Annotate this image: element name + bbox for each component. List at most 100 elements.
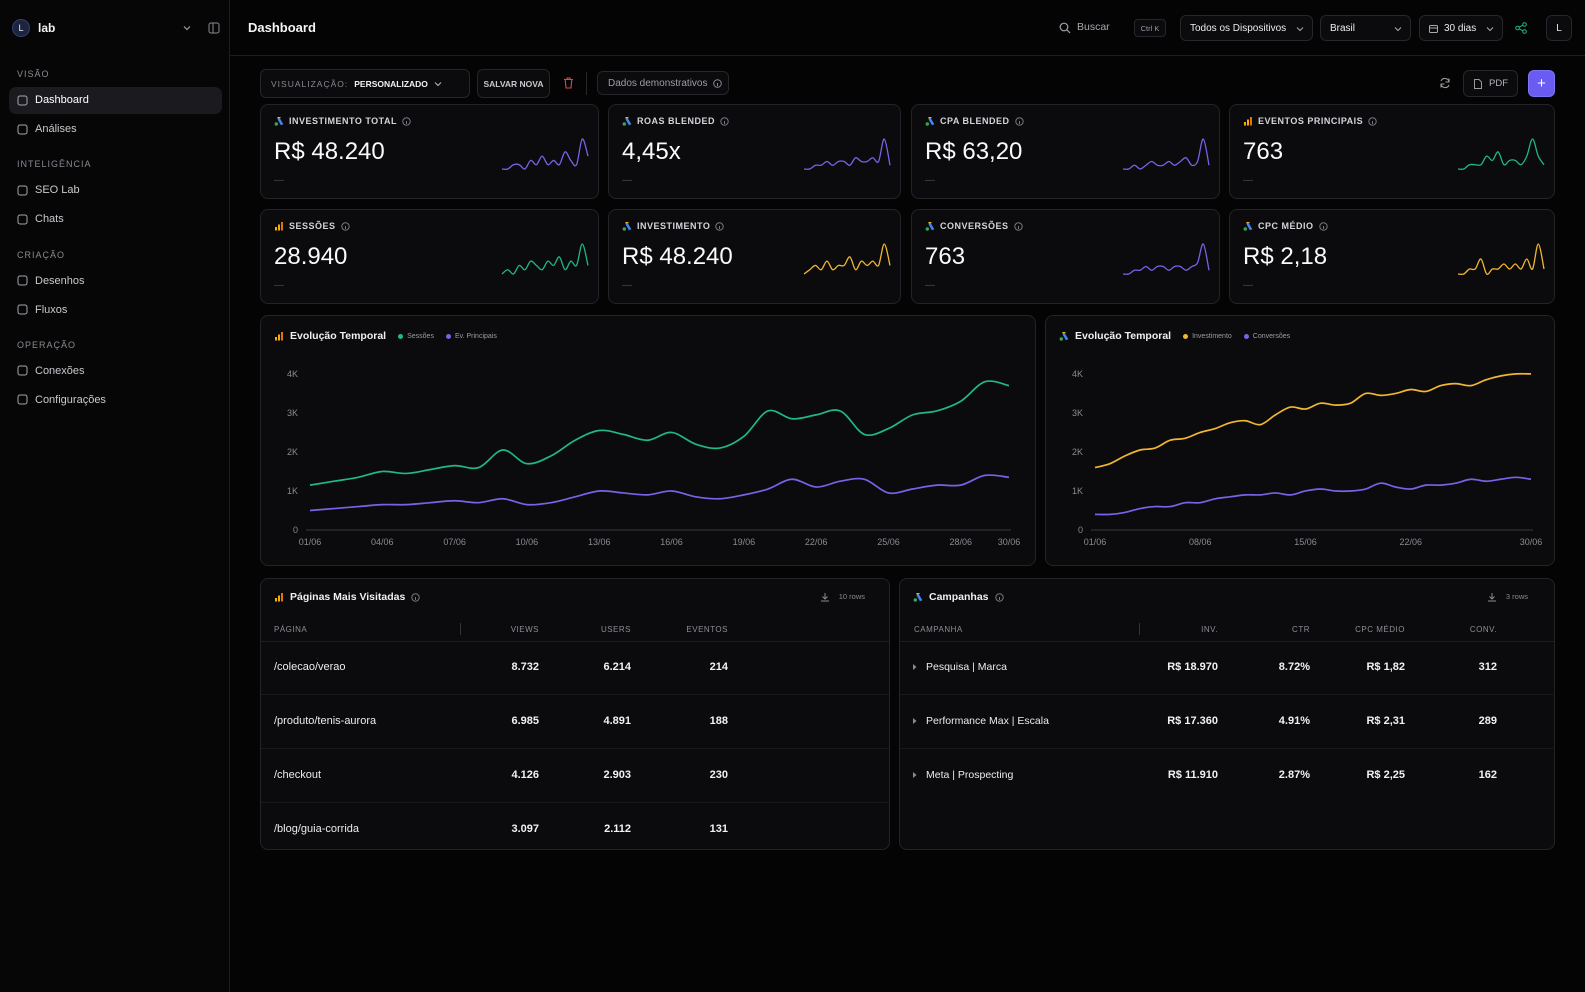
icon-part — [1368, 116, 1377, 126]
y-tick-label: 1K — [1072, 486, 1083, 496]
spark-line — [1122, 243, 1210, 275]
sidebar: L lab VISÃO Dashboard Análises INTELIGÊNCIA… — [0, 0, 230, 992]
cell-value: 6.985 — [511, 715, 539, 727]
delete-icon[interactable] — [563, 77, 574, 89]
workspace-name[interactable]: lab — [38, 21, 56, 35]
chevron — [434, 81, 442, 86]
kpi-card: CPC MÉDIO R$ 2,18 — — [1229, 209, 1555, 304]
icon-part — [625, 222, 632, 231]
column-header: USERS — [600, 625, 631, 634]
x-tick-label: 25/06 — [877, 537, 900, 547]
user-avatar[interactable]: L — [1546, 15, 1572, 41]
save-button[interactable]: SALVAR NOVA — [477, 69, 550, 98]
nav-item[interactable]: SEO Lab — [9, 177, 222, 204]
info-icon — [340, 221, 350, 231]
ads-icon — [622, 222, 632, 231]
legend-item: Conversões — [1243, 333, 1290, 340]
kpi-label: CPA BLENDED — [940, 116, 1010, 126]
collapse-sidebar[interactable] — [208, 22, 220, 34]
pdf-label: PDF — [1489, 78, 1508, 89]
nav-icon — [17, 214, 28, 225]
nav-item[interactable]: Análises — [9, 116, 222, 143]
y-tick-label: 2K — [287, 447, 298, 457]
info-icon — [1368, 116, 1377, 126]
shortcut: Ctrl K — [1134, 19, 1166, 37]
row-label: Meta | Prospecting — [926, 769, 1014, 781]
icon-part — [17, 124, 28, 134]
table-header: Páginas Mais Visitadas — [274, 591, 421, 603]
series-line — [309, 380, 1010, 486]
series-line — [1094, 476, 1532, 516]
kpi-value: 763 — [925, 243, 966, 270]
legend-label: Investimento — [1192, 332, 1232, 340]
device-select[interactable]: Todos os Dispositivos — [1180, 15, 1313, 41]
nav-label: Desenhos — [35, 274, 85, 287]
kpi-label: EVENTOS PRINCIPAIS — [1258, 116, 1364, 126]
nav-item[interactable]: Chats — [9, 206, 222, 233]
download-icon[interactable] — [1487, 592, 1497, 602]
sparkline — [1122, 138, 1210, 170]
kpi-card: ROAS BLENDED 4,45x — — [608, 104, 901, 199]
kpi-card: CPA BLENDED R$ 63,20 — — [911, 104, 1220, 199]
row-border — [900, 694, 1554, 695]
search-icon[interactable] — [1059, 22, 1071, 34]
ads-icon — [913, 593, 923, 602]
chart-plot: 0 1K 2K 3K 4K 01/06 04/06 07/06 10/06 13/06 16/06 1… — [287, 369, 1020, 547]
table-card: Campanhas 3 rows CAMPANHA INV. CTR CPC MÉDIO C… — [899, 578, 1555, 850]
section-title: VISÃO — [17, 69, 50, 79]
view-select[interactable]: VISUALIZAÇÃO: PERSONALIZADO — [260, 69, 470, 98]
table-card: Páginas Mais Visitadas 10 rows PÁGINA VIEWS… — [260, 578, 890, 850]
nav-icon — [17, 124, 28, 134]
cell-value: 4.891 — [603, 715, 631, 727]
icon-part — [913, 718, 917, 724]
cell-value: 162 — [1478, 769, 1497, 781]
expand-caret[interactable] — [912, 771, 918, 779]
cell-value: 3.097 — [511, 823, 539, 835]
chevron — [1486, 27, 1494, 32]
kpi-card: EVENTOS PRINCIPAIS 763 — — [1229, 104, 1555, 199]
expand-caret[interactable] — [912, 663, 918, 671]
icon-part — [340, 221, 350, 231]
row-count: 3 rows — [1505, 592, 1528, 601]
country-select[interactable]: Brasil — [1320, 15, 1411, 41]
expand-caret[interactable] — [912, 717, 918, 725]
kpi-label: ROAS BLENDED — [637, 116, 716, 126]
cell-value: 2.87% — [1278, 769, 1310, 781]
nav-item[interactable]: Configurações — [9, 386, 222, 413]
nav-item[interactable]: Dashboard — [9, 86, 222, 114]
icon-part — [275, 598, 277, 602]
search[interactable]: Buscar — [1077, 21, 1110, 33]
icon-part — [1246, 222, 1253, 231]
x-tick-label: 08/06 — [1189, 537, 1212, 547]
nav-label: Dashboard — [35, 94, 89, 106]
ads-icon — [622, 117, 632, 126]
nav-item[interactable]: Fluxos — [9, 296, 222, 323]
workspace-chevron[interactable] — [183, 24, 191, 32]
section-title: CRIAÇÃO — [17, 249, 66, 260]
download-icon[interactable] — [820, 592, 830, 602]
icon-part — [17, 185, 28, 196]
icon-part — [275, 227, 277, 231]
kpi-delta: — — [1243, 280, 1253, 291]
chevron — [1296, 27, 1304, 32]
legend-swatch — [445, 333, 451, 339]
row-count: 10 rows — [838, 592, 865, 601]
pdf-button[interactable]: PDF — [1463, 70, 1518, 97]
refresh-icon[interactable] — [1439, 77, 1451, 89]
info-icon — [994, 592, 1004, 602]
workspace-avatar[interactable]: L — [12, 19, 30, 37]
nav-item[interactable]: Desenhos — [9, 267, 222, 294]
spark-line — [501, 138, 589, 170]
add-button[interactable]: + — [1528, 70, 1555, 97]
legend-label: Sessões — [407, 332, 434, 340]
icon-part — [1318, 221, 1328, 231]
icon-part — [994, 592, 1004, 602]
icon-part — [1244, 122, 1246, 126]
period-select[interactable]: 30 dias — [1419, 15, 1503, 41]
cell-value: 131 — [709, 823, 728, 835]
icon-part — [17, 275, 28, 286]
share-icon[interactable] — [1515, 22, 1527, 34]
nav-item[interactable]: Conexões — [9, 357, 222, 384]
icon-part — [281, 332, 283, 341]
